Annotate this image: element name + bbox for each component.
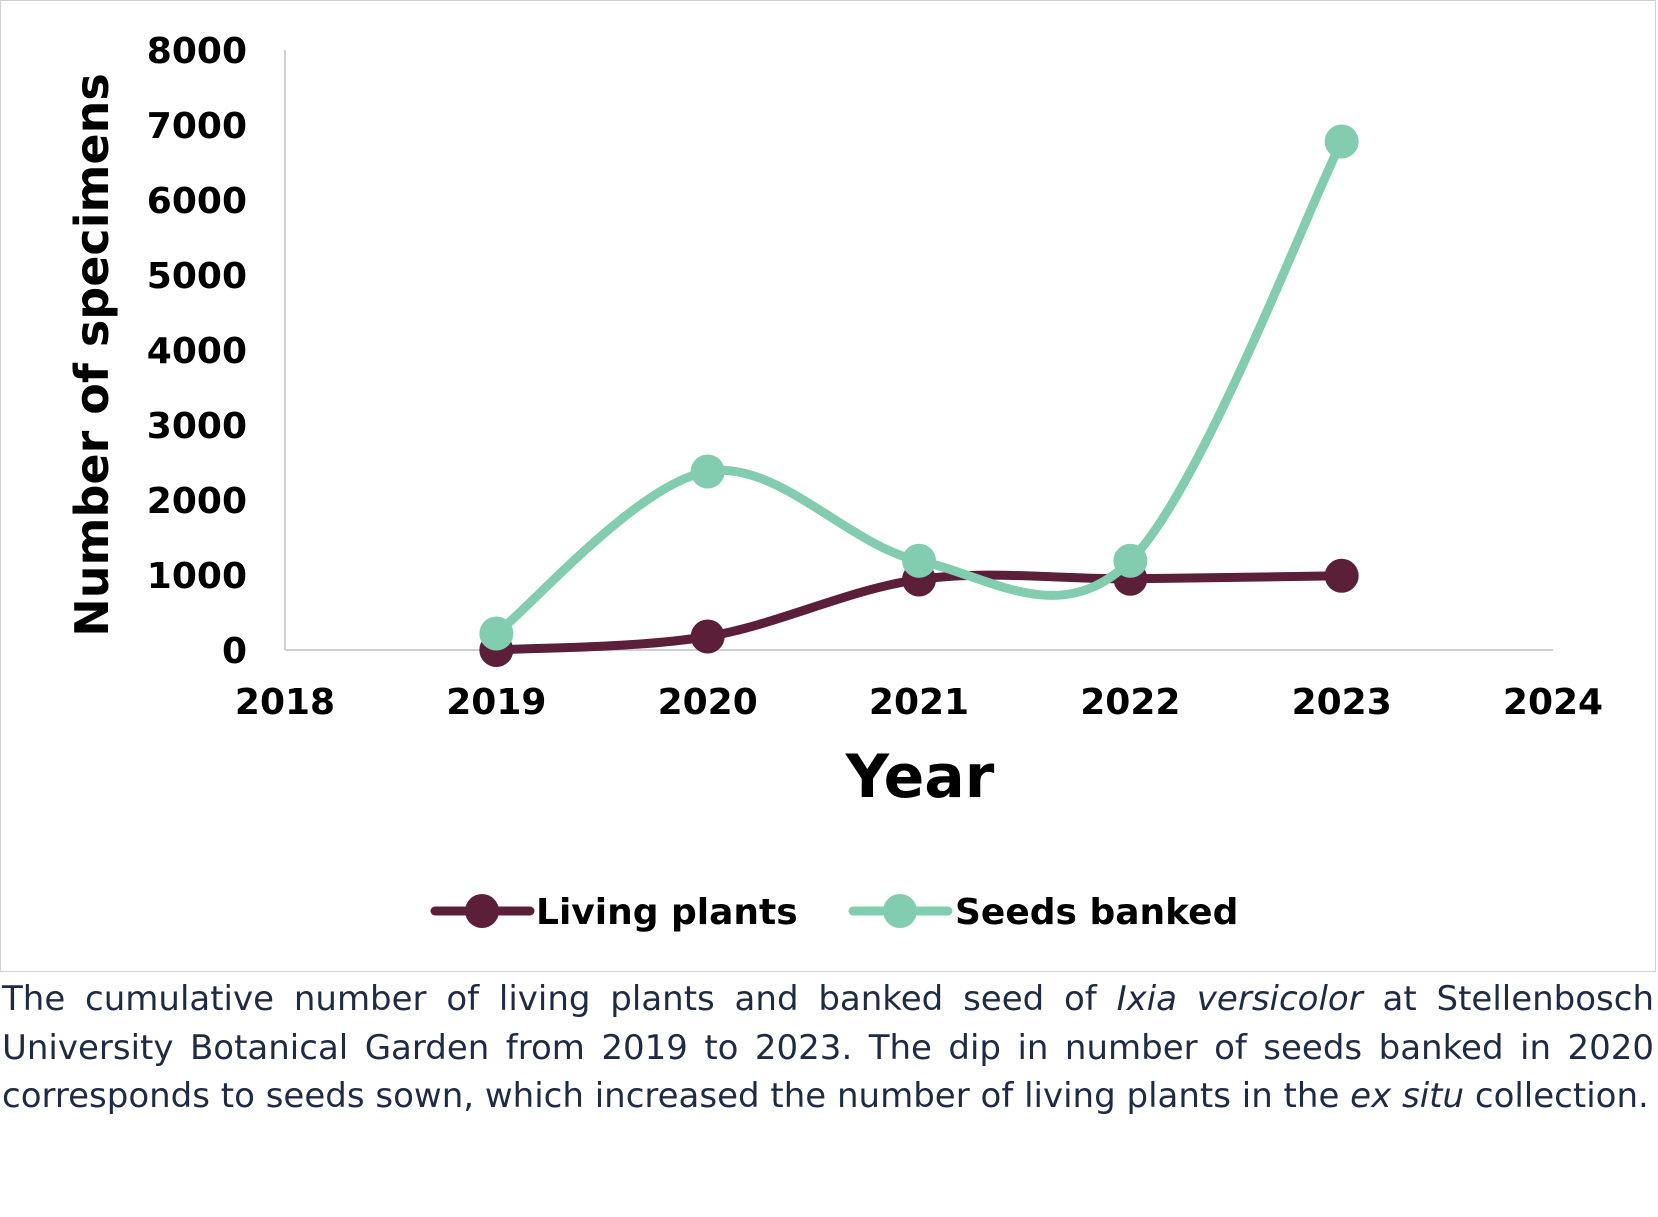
y-tick-label: 4000 [147,331,247,372]
data-point-living-plants-2023 [1324,558,1359,593]
figure-caption: The cumulative number of living plants a… [2,975,1654,1121]
x-axis-title: Year [845,742,995,812]
y-tick-label: 6000 [147,181,247,222]
y-tick-label: 7000 [147,106,247,147]
x-tick-label: 2019 [446,682,546,723]
caption-text-1: The cumulative number of living plants a… [2,979,1117,1019]
caption-ex-situ: ex situ [1350,1076,1465,1116]
legend-marker-living-plants [465,894,499,928]
y-tick-label: 3000 [147,406,247,447]
y-axis-title: Number of specimens [65,73,119,636]
data-point-living-plants-2020 [690,619,725,654]
y-tick-label: 0 [222,631,247,672]
series-seeds-banked [479,124,1359,651]
x-tick-label: 2020 [658,682,758,723]
x-tick-label: 2018 [235,682,335,723]
data-point-seeds-banked-2019 [479,616,514,651]
legend-label-living-plants: Living plants [536,892,798,933]
data-point-seeds-banked-2023 [1324,124,1359,159]
x-tick-label: 2023 [1292,682,1392,723]
legend: Living plants Seeds banked [430,892,1238,933]
legend-item-seeds-banked: Seeds banked [848,892,1238,933]
data-point-seeds-banked-2022 [1113,543,1148,578]
y-tick-label: 8000 [147,31,247,72]
y-tick-labels: 0 1000 2000 3000 4000 5000 6000 7000 8000 [147,31,247,672]
chart-frame [0,0,1656,972]
x-tick-label: 2021 [869,682,969,723]
x-tick-labels: 2018 2019 2020 2021 2022 2023 2024 [235,682,1603,723]
x-tick-label: 2024 [1503,682,1603,723]
caption-text-2: at Stellenbosch University Botanical Gar… [2,979,1655,1116]
y-tick-label: 2000 [147,481,247,522]
caption-text-3: collection. [1464,1076,1649,1116]
data-point-seeds-banked-2021 [902,543,936,578]
y-tick-label: 5000 [147,256,247,297]
caption-species: Ixia versicolor [1116,979,1363,1019]
x-tick-label: 2022 [1080,682,1180,723]
series-line-seeds-banked [491,137,1347,638]
legend-label-seeds-banked: Seeds banked [955,892,1238,933]
data-point-seeds-banked-2020 [690,454,725,489]
y-tick-label: 1000 [147,556,247,597]
series-layer [479,124,1359,667]
legend-marker-seeds-banked [883,894,917,928]
legend-item-living-plants: Living plants [430,892,798,933]
